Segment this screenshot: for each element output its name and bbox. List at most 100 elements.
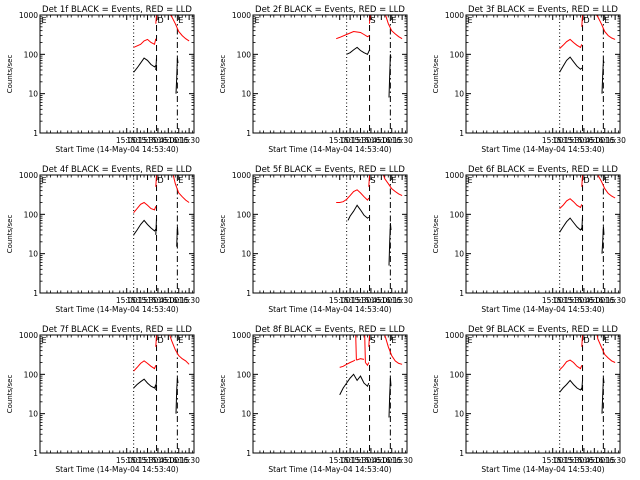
x-axis-label: Start Time (14-May-04 14:53:40) bbox=[55, 145, 178, 154]
panel-title: Det 3f BLACK = Events, RED = LLD bbox=[468, 5, 618, 15]
y-tick-label: 100 bbox=[450, 370, 465, 379]
panel-7: Det 7f BLACK = Events, RED = LLD Counts/s… bbox=[6, 325, 200, 474]
y-tick-label: 1 bbox=[33, 289, 38, 298]
panel-8: Det 8f BLACK = Events, RED = LLD Counts/s… bbox=[219, 325, 413, 474]
x-tick-label: 16:30 bbox=[178, 296, 200, 305]
lld-rate-segment-3 bbox=[169, 335, 190, 365]
x-tick-label: 16:15 bbox=[168, 136, 190, 145]
y-tick-label: 10 bbox=[28, 410, 38, 419]
lld-rate-segment-3 bbox=[170, 15, 190, 42]
x-tick-label: 16:00 bbox=[371, 456, 393, 465]
x-tick-label: 16:00 bbox=[158, 296, 180, 305]
plot-area bbox=[133, 335, 190, 453]
x-tick-label: 16:15 bbox=[594, 296, 616, 305]
events-rate-segment-2 bbox=[581, 380, 583, 391]
y-tick-label: 1000 bbox=[445, 171, 464, 180]
lld-rate-segment-3 bbox=[385, 15, 403, 40]
x-tick-label: 15:45 bbox=[147, 136, 169, 145]
events-rate-segment-3 bbox=[176, 226, 179, 247]
x-tick-label: 15:15 bbox=[126, 296, 148, 305]
x-tick-label: 15:45 bbox=[147, 456, 169, 465]
lld-rate-segment-2 bbox=[155, 335, 158, 347]
panel-9: Det 9f BLACK = Events, RED = LLD Counts/s… bbox=[432, 325, 626, 474]
y-tick-label: 1000 bbox=[232, 11, 251, 20]
y-tick-label: 1000 bbox=[232, 331, 251, 340]
plot-area bbox=[336, 15, 403, 133]
x-tick-label: 15:15 bbox=[339, 136, 361, 145]
plot-frame bbox=[252, 334, 408, 454]
corner-label: E bbox=[255, 176, 260, 185]
marker-label: E bbox=[178, 176, 183, 185]
x-axis-label: Start Time (14-May-04 14:53:40) bbox=[481, 465, 604, 474]
y-tick-label: 1000 bbox=[232, 171, 251, 180]
y-tick-label: 1 bbox=[246, 449, 251, 458]
x-tick-label: 16:00 bbox=[371, 296, 393, 305]
x-tick-label: 15:30 bbox=[350, 456, 372, 465]
events-rate-segment-3 bbox=[601, 226, 605, 254]
marker-label: E bbox=[178, 336, 183, 345]
x-tick-label: 16:15 bbox=[168, 456, 190, 465]
lld-rate-segment-2 bbox=[369, 15, 371, 24]
panel-title: Det 4f BLACK = Events, RED = LLD bbox=[42, 165, 192, 175]
corner-label: E bbox=[468, 176, 473, 185]
y-axis-label: Counts/sec bbox=[6, 55, 14, 94]
y-axis-label: Counts/sec bbox=[432, 375, 440, 414]
y-tick-label: 100 bbox=[24, 210, 39, 219]
x-tick-label: 15:15 bbox=[552, 136, 574, 145]
marker-label: S bbox=[371, 336, 376, 345]
lld-rate-segment-2 bbox=[155, 15, 158, 24]
plot-area bbox=[559, 175, 616, 293]
x-axis-label: Start Time (14-May-04 14:53:40) bbox=[481, 305, 604, 314]
y-tick-label: 1 bbox=[33, 129, 38, 138]
x-tick-label: 16:00 bbox=[158, 136, 180, 145]
plot-area bbox=[559, 335, 616, 453]
panel-3: Det 3f BLACK = Events, RED = LLD Counts/s… bbox=[432, 5, 626, 154]
corner-label: E bbox=[468, 336, 473, 345]
x-tick-label: 16:00 bbox=[584, 136, 606, 145]
marker-label: E bbox=[391, 336, 396, 345]
y-tick-label: 100 bbox=[24, 370, 39, 379]
x-tick-label: 15:45 bbox=[360, 296, 382, 305]
y-tick-label: 10 bbox=[454, 410, 464, 419]
events-rate-segment-2 bbox=[388, 223, 392, 266]
marker-label: E bbox=[604, 336, 609, 345]
y-tick-label: 100 bbox=[450, 50, 465, 59]
events-rate-segment-1 bbox=[133, 378, 157, 389]
plot-frame bbox=[39, 334, 195, 454]
y-tick-label: 1000 bbox=[19, 11, 38, 20]
y-tick-label: 10 bbox=[241, 90, 251, 99]
lld-rate-segment-2 bbox=[581, 15, 584, 27]
lld-rate-segment-2 bbox=[368, 175, 371, 187]
lld-rate-segment-3 bbox=[596, 335, 616, 363]
corner-label: E bbox=[42, 16, 47, 25]
x-tick-label: 15:30 bbox=[563, 296, 585, 305]
marker-label: E bbox=[604, 176, 609, 185]
lld-rate-segment-1 bbox=[133, 360, 157, 372]
x-tick-label: 15:00 bbox=[542, 296, 564, 305]
lld-rate-segment-6 bbox=[368, 335, 371, 347]
x-tick-label: 16:30 bbox=[178, 136, 200, 145]
x-tick-label: 15:00 bbox=[329, 136, 351, 145]
y-axis-label: Counts/sec bbox=[432, 215, 440, 254]
x-tick-label: 15:15 bbox=[339, 456, 361, 465]
y-tick-label: 1000 bbox=[445, 11, 464, 20]
lld-rate-segment-7 bbox=[384, 335, 403, 365]
x-axis-label: Start Time (14-May-04 14:53:40) bbox=[481, 145, 604, 154]
x-tick-label: 15:30 bbox=[350, 296, 372, 305]
events-rate-segment-1 bbox=[133, 57, 157, 73]
y-tick-label: 1 bbox=[459, 449, 464, 458]
y-tick-label: 1000 bbox=[19, 331, 38, 340]
panel-title: Det 5f BLACK = Events, RED = LLD bbox=[255, 165, 405, 175]
lld-rate-segment-1 bbox=[339, 359, 356, 368]
x-tick-label: 15:45 bbox=[360, 456, 382, 465]
x-axis-label: Start Time (14-May-04 14:53:40) bbox=[268, 305, 391, 314]
x-tick-label: 16:15 bbox=[381, 456, 403, 465]
plot-frame bbox=[465, 14, 621, 134]
events-rate-segment-2 bbox=[155, 218, 157, 235]
lld-rate-segment-1 bbox=[133, 38, 157, 48]
y-tick-label: 1 bbox=[246, 129, 251, 138]
y-tick-label: 10 bbox=[454, 90, 464, 99]
lld-rate-segment-3 bbox=[382, 175, 403, 197]
lld-rate-segment-1 bbox=[559, 198, 583, 209]
